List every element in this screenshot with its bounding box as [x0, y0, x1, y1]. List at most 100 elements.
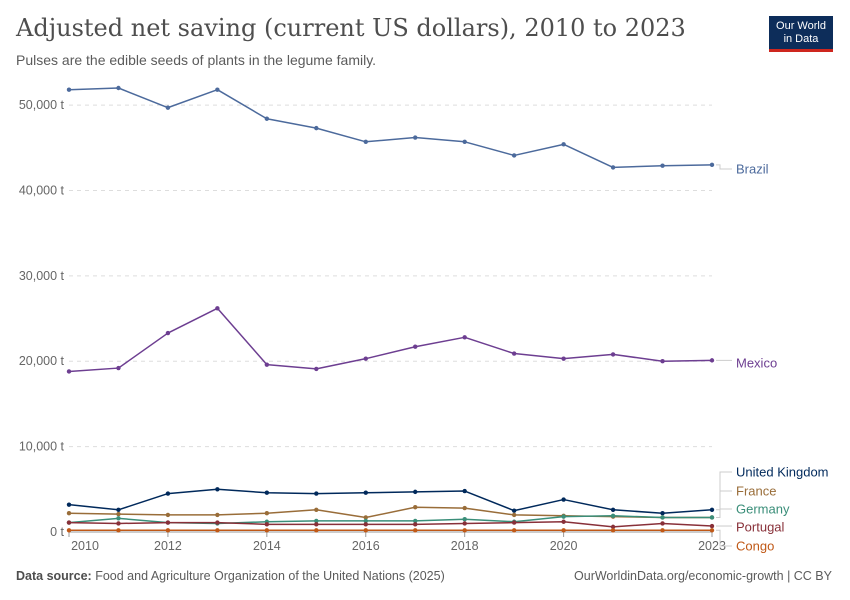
series-label-text: Mexico: [736, 356, 777, 371]
data-point: [413, 528, 418, 533]
series-label-congo[interactable]: Congo: [716, 529, 774, 554]
y-tick-label: 20,000 t: [19, 354, 65, 368]
series-label-mexico[interactable]: Mexico: [716, 356, 777, 371]
data-point: [610, 528, 616, 533]
data-point: [116, 365, 121, 371]
data-point: [610, 165, 616, 170]
data-point: [116, 507, 121, 512]
data-point: [66, 511, 72, 516]
series-line: [68, 521, 713, 528]
x-tick-label: 2018: [451, 539, 479, 553]
series-label-germany[interactable]: Germany: [716, 502, 790, 518]
data-point: [116, 511, 121, 517]
data-point: [511, 512, 517, 518]
series-mexico: [66, 306, 715, 374]
x-tick-label: 2014: [253, 539, 281, 553]
series-label-brazil[interactable]: Brazil: [716, 162, 769, 177]
y-tick-label: 0 t: [50, 525, 64, 539]
series-label-portugal[interactable]: Portugal: [716, 520, 785, 535]
data-point: [561, 142, 566, 147]
data-point: [462, 505, 467, 511]
series-line: [68, 87, 713, 169]
data-point: [462, 528, 467, 533]
data-point: [709, 528, 715, 533]
data-point: [709, 162, 715, 168]
data-point: [709, 515, 715, 520]
y-axis-ticks: 0 t 10,000 t 20,000 t 30,000 t 40,000 t 50,00…: [19, 98, 65, 539]
data-point: [314, 507, 319, 512]
data-point: [314, 518, 319, 524]
data-point: [511, 351, 517, 356]
data-point: [660, 528, 665, 533]
series-brazil: [66, 85, 715, 170]
chart-subtitle: Pulses are the edible seeds of plants in…: [16, 52, 377, 68]
data-point: [511, 520, 517, 525]
data-point: [116, 85, 121, 91]
series-line: [68, 488, 713, 514]
data-point: [413, 489, 418, 495]
data-point: [413, 522, 418, 527]
owid-logo[interactable]: Our World in Data: [769, 16, 833, 52]
data-point: [660, 163, 665, 168]
x-axis-ticks: 2010 2012 2014 2016 2018 2020 2023: [68, 532, 726, 553]
data-point: [610, 507, 616, 512]
data-point: [413, 505, 418, 510]
data-point: [165, 105, 171, 110]
x-tick-label: 2010: [71, 539, 99, 553]
data-point: [314, 528, 319, 533]
series-labels[interactable]: Brazil Mexico United Kingdom France Germany P…: [716, 162, 829, 554]
data-point: [363, 356, 368, 361]
data-point: [314, 366, 319, 372]
data-point: [561, 356, 566, 361]
label-connector: [716, 529, 732, 547]
data-point: [165, 520, 171, 525]
x-tick-label: 2012: [154, 539, 182, 553]
series-portugal: [66, 519, 715, 530]
data-point: [561, 519, 566, 524]
series-label-text: United Kingdom: [736, 465, 829, 480]
data-point: [66, 87, 72, 92]
series-label-text: Congo: [736, 539, 774, 554]
footer-link[interactable]: OurWorldinData.org/economic-growth | CC …: [574, 569, 832, 583]
data-point: [215, 87, 220, 92]
data-point: [413, 135, 418, 140]
data-point: [462, 516, 467, 522]
data-point: [116, 528, 121, 533]
data-point: [363, 528, 368, 533]
data-point: [116, 521, 121, 526]
data-point: [610, 513, 616, 518]
x-tick-label: 2023: [698, 539, 726, 553]
data-point: [215, 512, 220, 518]
label-connector: [716, 508, 732, 518]
chart-title: Adjusted net saving (current US dollars)…: [16, 14, 686, 42]
series-label-text: Brazil: [736, 162, 769, 177]
data-point: [116, 516, 121, 521]
series-congo: [66, 528, 715, 533]
data-point: [413, 344, 418, 349]
series-label-text: France: [736, 484, 776, 499]
data-point: [511, 153, 517, 158]
label-connector: [716, 490, 732, 518]
data-point: [264, 362, 270, 367]
x-tick-label: 2016: [352, 539, 380, 553]
data-point: [462, 335, 467, 340]
x-tick-label: 2020: [550, 539, 578, 553]
data-point: [363, 515, 368, 520]
data-source-text: Food and Agriculture Organization of the…: [95, 569, 445, 583]
data-point: [215, 520, 220, 525]
series-united-kingdom: [66, 487, 715, 516]
y-tick-label: 30,000 t: [19, 269, 65, 283]
data-point: [314, 522, 319, 527]
series-line: [68, 307, 713, 373]
data-point: [660, 511, 665, 516]
y-tick-label: 50,000 t: [19, 98, 65, 112]
data-point: [264, 522, 270, 527]
grid-lines: [69, 104, 712, 533]
data-source-label: Data source:: [16, 569, 92, 583]
data-point: [314, 491, 319, 496]
data-point: [561, 497, 566, 502]
data-point: [363, 518, 368, 524]
label-connector: [716, 164, 732, 170]
data-point: [264, 511, 270, 516]
